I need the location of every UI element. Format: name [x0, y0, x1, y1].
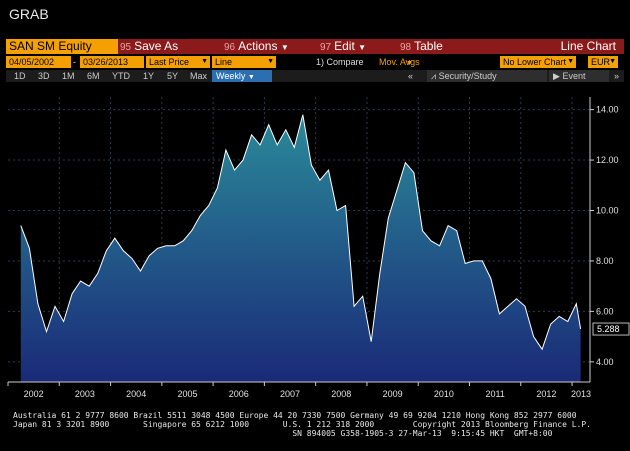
y-tick-label: 12.00: [596, 155, 619, 165]
last-price-label: 5.288: [597, 324, 620, 334]
compare-dropdown[interactable]: ▼: [406, 56, 413, 68]
period-3d[interactable]: 3D: [38, 71, 50, 81]
edit-number: 97: [320, 42, 332, 53]
end-date-field[interactable]: 03/26/2013: [80, 56, 144, 68]
period-5y[interactable]: 5Y: [167, 71, 179, 81]
y-tick-label: 8.00: [596, 256, 614, 266]
collapse-icon[interactable]: «: [408, 71, 414, 81]
save-as-button[interactable]: 95 Save As: [120, 39, 178, 54]
security-study-label: Security/Study: [438, 71, 497, 81]
x-tick-label: 2005: [177, 389, 197, 399]
chevron-down-icon: ▼: [267, 58, 274, 65]
price-line: [20, 114, 582, 351]
lower-chart-value: No Lower Chart: [503, 57, 567, 67]
last-price-box: [592, 322, 630, 336]
actions-button[interactable]: 96 Actions ▼: [224, 39, 289, 54]
param-bar: 04/05/2002 - 03/26/2013 Last Price ▼ Line…: [6, 56, 624, 68]
footer-line-2: Japan 81 3 3201 8900 Singapore 65 6212 1…: [13, 420, 591, 429]
footer: Australia 61 2 9777 8600 Brazil 5511 304…: [13, 411, 591, 438]
y-tick-label: 10.00: [596, 205, 619, 215]
lower-chart-select[interactable]: No Lower Chart ▼: [500, 56, 576, 68]
date-separator-icon: -: [73, 57, 76, 67]
chevron-down-icon: ▼: [280, 43, 289, 52]
price-chart[interactable]: 4.00 6.00 8.00 10.00 12.00 14.00 2002 2003 2004…: [0, 85, 630, 408]
period-max[interactable]: Max: [190, 71, 208, 81]
x-tick-label: 2009: [383, 389, 403, 399]
window-title: GRAB: [9, 6, 49, 22]
event-button[interactable]: ▶ Event: [549, 70, 609, 82]
chevron-down-icon: ▼: [201, 58, 208, 65]
actions-label: Actions: [238, 39, 278, 53]
x-tick-label: 2007: [280, 389, 300, 399]
last-price-marker: 5.288: [592, 322, 630, 336]
footer-line-1: Australia 61 2 9777 8600 Brazil 5511 304…: [13, 411, 577, 420]
price-area: [20, 114, 581, 382]
save-as-label: Save As: [134, 39, 179, 53]
table-label: Table: [414, 39, 443, 53]
event-label: Event: [562, 71, 586, 81]
expand-icon[interactable]: »: [614, 71, 620, 81]
x-tick-label: 2010: [434, 389, 454, 399]
chevron-down-icon: ▼: [358, 43, 367, 52]
x-tick-label: 2008: [331, 389, 351, 399]
x-tick-label: 2002: [24, 389, 44, 399]
x-axis: 2002 2003 2004 2005 2006 2007 2008 2009 2010 2011…: [7, 381, 591, 399]
frequency-select[interactable]: Weekly ▼: [212, 70, 272, 82]
view-title: Line Chart: [560, 39, 616, 53]
start-date-field[interactable]: 04/05/2002: [6, 56, 71, 68]
period-1d[interactable]: 1D: [14, 71, 26, 81]
x-tick-label: 2003: [75, 389, 95, 399]
period-1m[interactable]: 1M: [62, 71, 75, 81]
period-ytd[interactable]: YTD: [112, 71, 130, 81]
study-icon: ⩘: [431, 71, 437, 81]
table-button[interactable]: 98 Table: [400, 39, 443, 54]
footer-line-3: SN 894005 G358-1905-3 27-Mar-13 9:15:45 …: [13, 429, 553, 438]
x-tick-label: 2012: [536, 389, 556, 399]
save-as-number: 95: [120, 42, 132, 53]
event-icon: ▶: [553, 71, 560, 81]
currency-select[interactable]: EUR ▼: [588, 56, 618, 68]
ticker-field[interactable]: SAN SM Equity: [6, 39, 118, 54]
menu-bar: SAN SM Equity 95 Save As 96 Actions ▼ 97 Ed…: [6, 39, 624, 54]
chevron-down-icon: ▼: [567, 58, 574, 65]
chevron-down-icon: ▼: [609, 58, 616, 65]
field-select-value: Last Price: [149, 57, 190, 67]
x-tick-label: 2013: [571, 389, 591, 399]
compare-field[interactable]: Mov. Avgs: [379, 57, 420, 67]
period-1y[interactable]: 1Y: [143, 71, 155, 81]
x-tick-label: 2004: [126, 389, 146, 399]
frequency-value: Weekly: [216, 71, 246, 81]
compare-button[interactable]: 1) Compare: [316, 57, 364, 67]
x-tick-label: 2011: [485, 389, 504, 399]
y-tick-label: 4.00: [596, 357, 614, 367]
field-select[interactable]: Last Price ▼: [146, 56, 210, 68]
chevron-down-icon: ▼: [247, 74, 255, 81]
y-tick-label: 6.00: [596, 306, 614, 316]
security-study-button[interactable]: ⩘ Security/Study: [427, 70, 547, 82]
y-axis: 4.00 6.00 8.00 10.00 12.00 14.00: [589, 97, 619, 382]
period-bar: 1D 3D 1M 6M YTD 1Y 5Y Max Weekly ▼ « ⩘ S…: [6, 70, 624, 82]
edit-label: Edit: [334, 39, 355, 53]
y-tick-label: 14.00: [596, 105, 619, 115]
currency-value: EUR: [591, 57, 611, 67]
chevron-down-icon: ▼: [406, 60, 413, 67]
actions-number: 96: [224, 42, 236, 53]
x-tick-label: 2006: [229, 389, 249, 399]
style-select[interactable]: Line ▼: [212, 56, 276, 68]
edit-button[interactable]: 97 Edit ▼: [320, 39, 366, 54]
period-6m[interactable]: 6M: [87, 71, 100, 81]
table-number: 98: [400, 42, 412, 53]
style-select-value: Line: [215, 57, 233, 67]
